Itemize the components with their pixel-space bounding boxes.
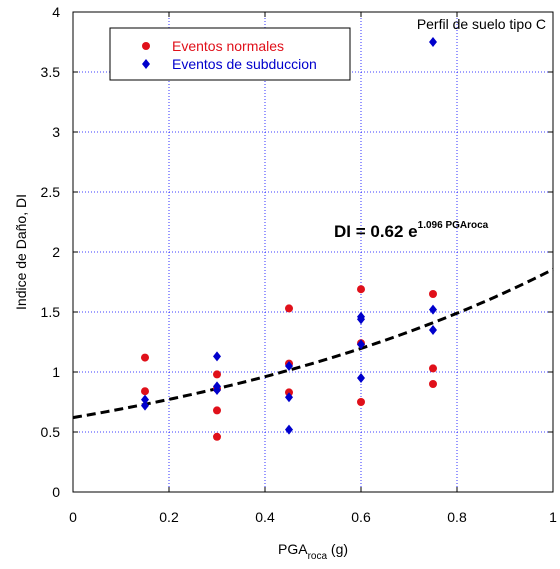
x-axis-label-main: PGA [278,541,308,557]
point-subduccion [285,361,293,371]
x-axis-label-unit: (g) [327,541,348,557]
x-axis-label-subscript: roca [308,551,328,562]
point-subduccion [285,424,293,435]
point-normales [213,370,221,379]
point-normales [141,353,149,362]
y-tick-label: 1.5 [41,304,61,320]
x-tick-label: 1 [549,509,557,525]
y-tick-label: 2.5 [41,184,61,200]
legend-marker-subduccion [142,59,150,69]
point-subduccion [357,373,365,383]
point-normales [141,387,149,396]
point-subduccion [141,400,149,411]
point-normales [213,406,221,415]
point-normales [357,398,365,406]
x-tick-label: 0 [69,509,77,525]
point-subduccion [213,351,221,362]
point-normales [357,285,365,294]
x-tick-label: 0.6 [351,509,371,525]
point-subduccion [429,37,437,47]
y-tick-label: 4 [52,4,60,20]
data-points [141,37,437,441]
fit-equation-exponent: 1.096 PGAroca [418,220,489,231]
y-tick-label: 3 [52,124,60,140]
point-subduccion [285,392,293,403]
y-axis-label: Indice de Daño, DI [13,194,29,310]
y-tick-label: 1 [52,364,60,380]
axis-ticks: 0 0.2 0.4 0.6 0.8 1 0 0.5 1 1.5 2 2.5 3 3.5 4 [41,4,558,525]
point-subduccion [357,314,365,325]
y-tick-label: 0.5 [41,424,61,440]
point-normales [285,304,293,313]
x-tick-label: 0.8 [447,509,467,525]
point-normales [429,364,437,373]
point-subduccion [213,385,221,395]
point-normales [429,380,437,388]
point-subduccion [429,304,437,315]
legend: Eventos normales Eventos de subduccion [109,27,351,81]
y-tick-label: 2 [52,244,60,260]
point-normales [213,432,221,441]
annotation-perfil: Perfil de suelo tipo C [417,16,546,32]
point-normales [429,290,437,298]
fit-equation: DI = 0.62 e1.096 PGAroca [334,220,489,241]
legend-label-subduccion: Eventos de subduccion [172,56,317,72]
y-tick-label: 0 [52,484,60,500]
fit-equation-main: DI = 0.62 e [334,222,418,241]
grid [73,12,553,492]
point-subduccion [357,339,365,350]
x-tick-label: 0.2 [159,509,179,525]
fit-curve [72,268,554,420]
x-axis-label: PGAroca (g) [278,541,348,562]
y-tick-label: 3.5 [41,64,61,80]
point-subduccion [141,394,149,405]
legend-label-normales: Eventos normales [172,38,284,54]
point-subduccion [429,325,437,335]
legend-marker-normales [142,42,150,50]
legend-box [109,27,351,81]
x-tick-label: 0.4 [255,509,275,525]
fit-curve-group [72,268,554,420]
